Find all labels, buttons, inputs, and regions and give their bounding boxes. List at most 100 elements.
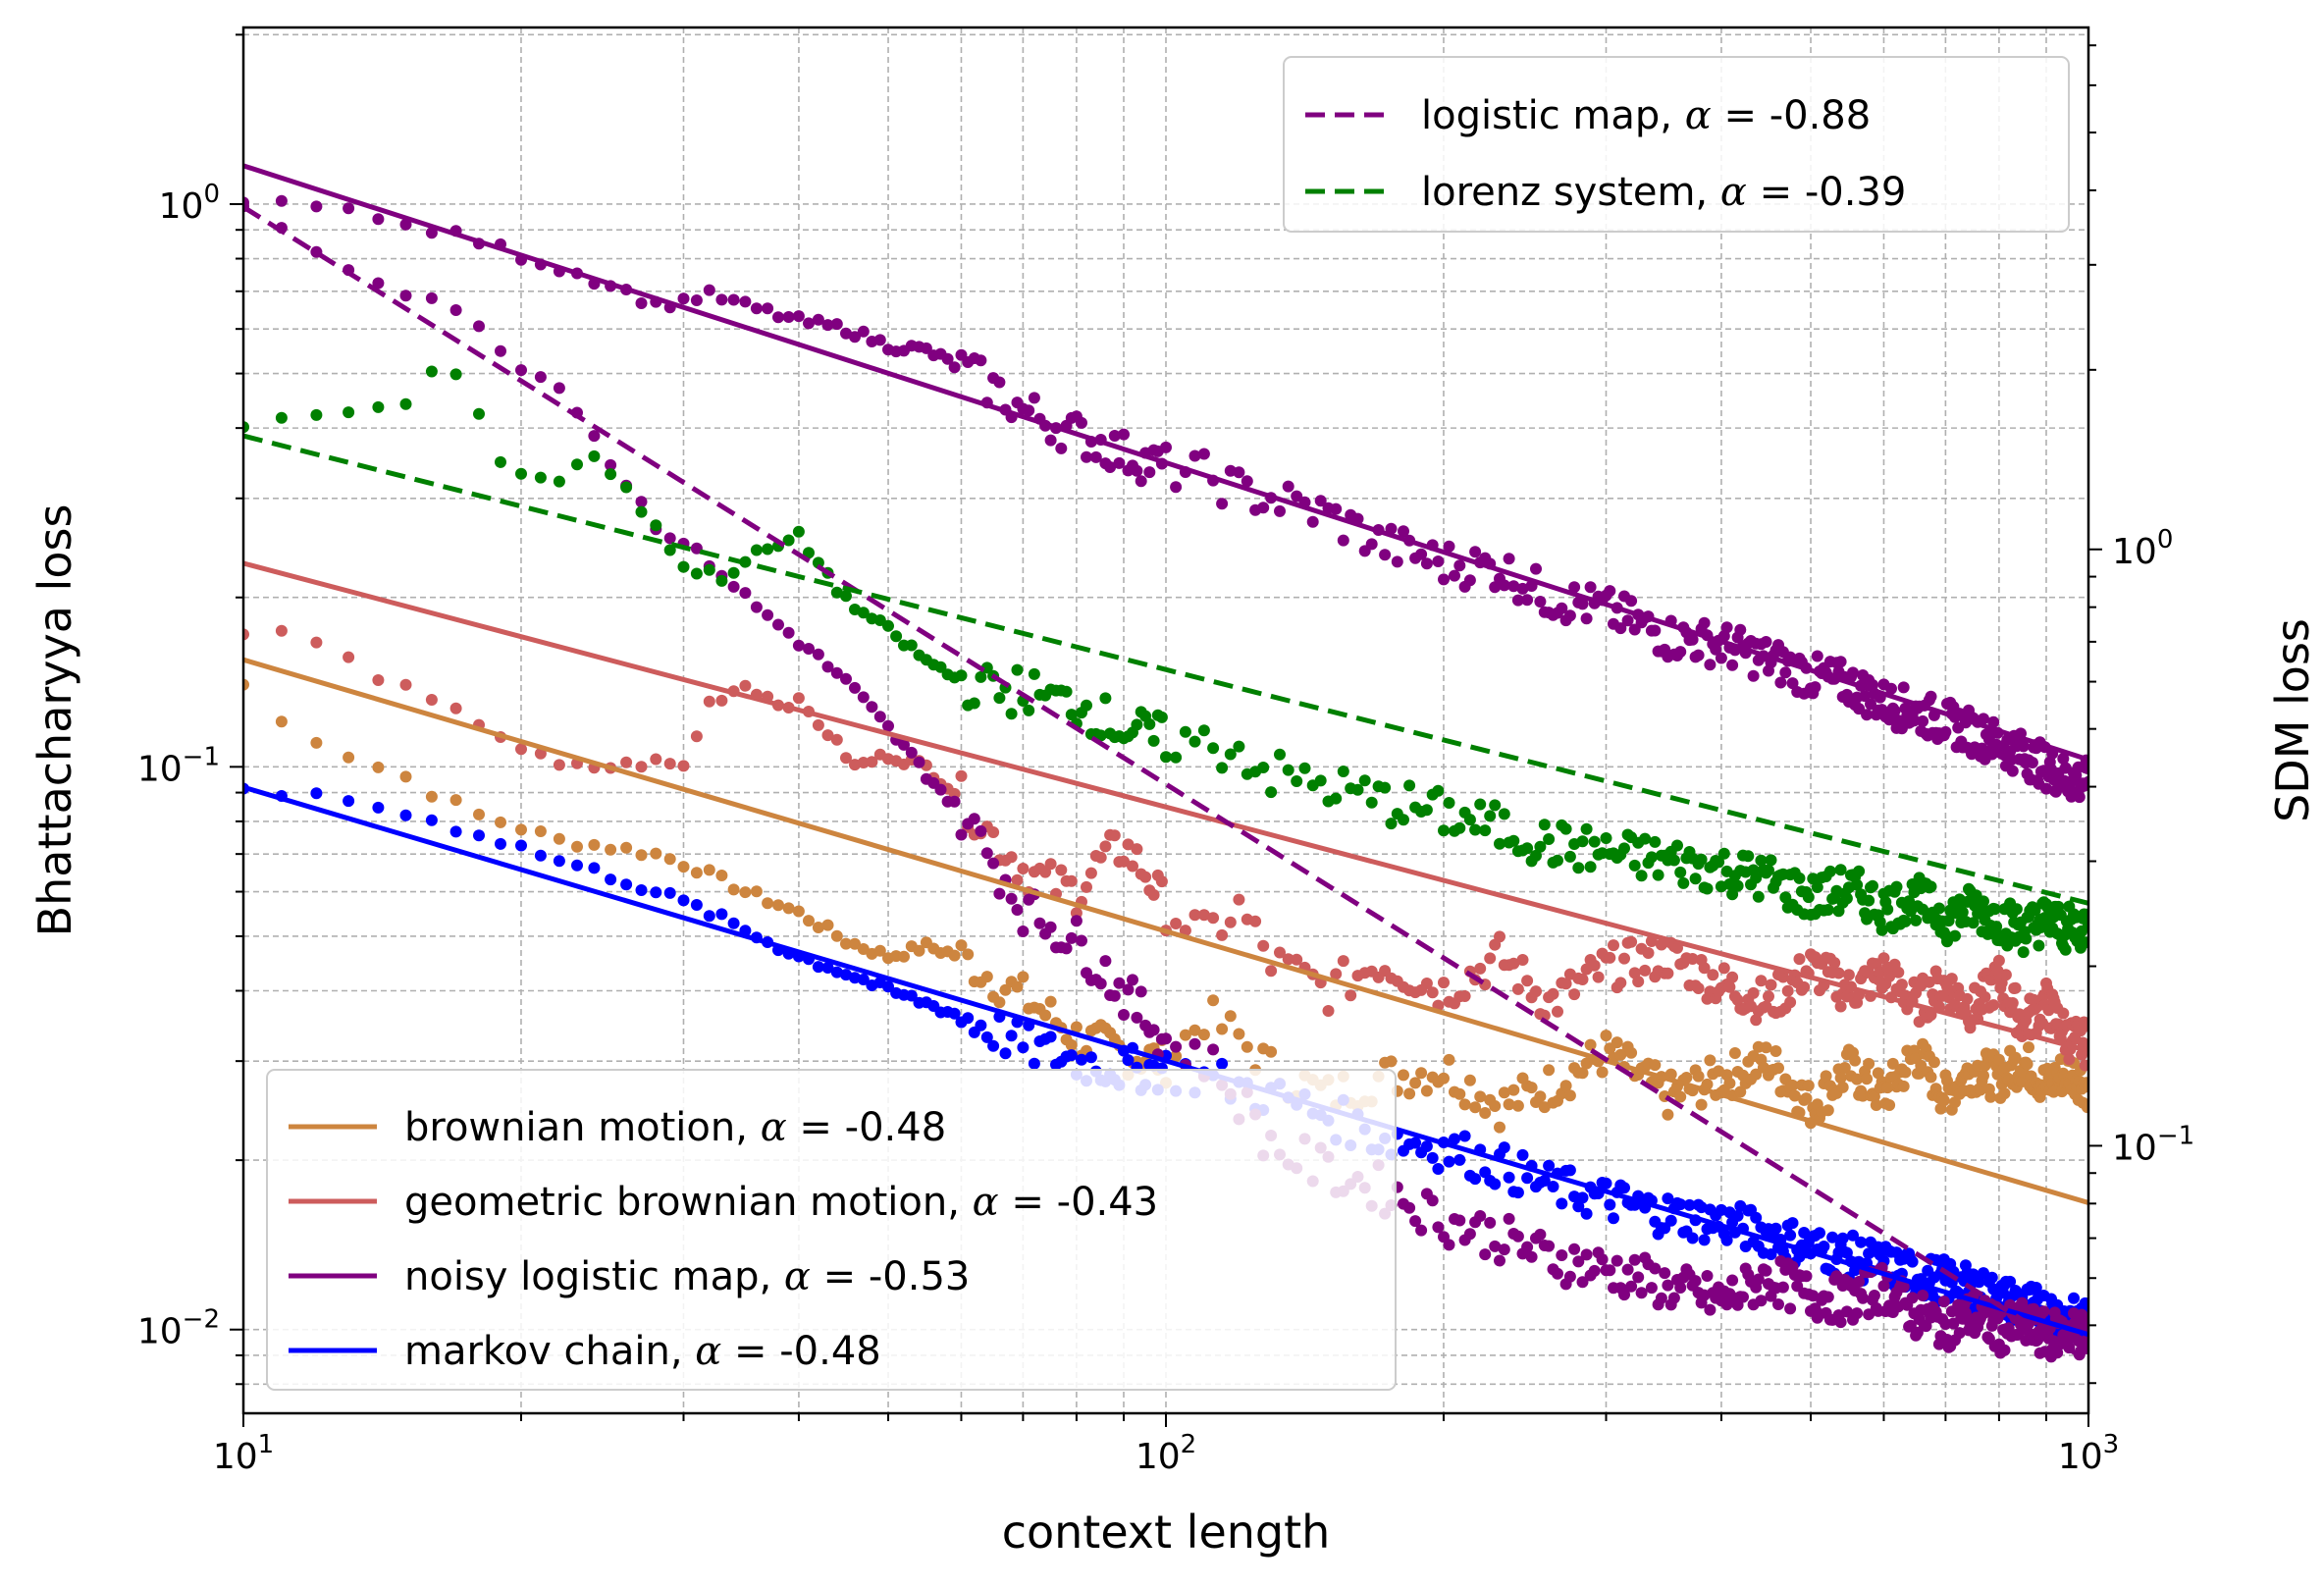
data-point: [2010, 903, 2023, 916]
data-point: [2009, 1051, 2022, 1064]
data-point: [1099, 955, 1112, 968]
data-point: [1750, 1068, 1763, 1081]
data-point: [1330, 503, 1343, 515]
data-point: [830, 318, 843, 331]
data-point: [1717, 847, 1730, 860]
data-point: [1689, 1275, 1702, 1288]
data-point: [703, 695, 715, 708]
data-point: [620, 878, 633, 891]
data-point: [1580, 1248, 1593, 1261]
data-point: [1726, 971, 1739, 983]
data-point: [792, 639, 805, 652]
data-point: [1534, 1228, 1547, 1241]
data-point: [1849, 1054, 1862, 1067]
data-point: [1978, 1070, 1989, 1082]
data-point: [1005, 1030, 1018, 1042]
data-point: [1580, 1207, 1593, 1220]
data-point: [1216, 1023, 1229, 1035]
data-point: [650, 847, 662, 860]
data-point: [1503, 553, 1515, 565]
data-point: [1611, 1254, 1623, 1267]
data-point: [1432, 1221, 1445, 1234]
data-point: [1662, 1192, 1674, 1205]
data-point: [1207, 994, 1220, 1007]
data-point: [1438, 1072, 1450, 1084]
y-tick-label: 10−2: [137, 1305, 220, 1352]
data-point: [1973, 1276, 1985, 1289]
data-point: [1081, 699, 1092, 712]
data-point: [1572, 862, 1585, 874]
data-point: [1170, 1040, 1183, 1053]
data-point: [1474, 1210, 1487, 1222]
data-point: [310, 636, 323, 649]
points-lorenz-system: [243, 365, 2088, 959]
data-point: [1023, 404, 1035, 417]
data-point: [372, 400, 385, 413]
data-point: [1667, 1292, 1680, 1304]
data-point: [243, 678, 249, 691]
data-point: [1723, 980, 1736, 993]
data-point: [898, 950, 910, 963]
data-point: [1883, 714, 1896, 726]
data-point: [1906, 1292, 1919, 1304]
data-point: [1875, 924, 1888, 936]
data-point: [1330, 792, 1343, 805]
data-point: [1802, 1080, 1815, 1092]
data-point: [1118, 855, 1130, 868]
data-point: [1131, 464, 1143, 477]
fit-line-lorenz-system: [243, 433, 2088, 906]
data-point: [1044, 1031, 1057, 1043]
data-point: [399, 290, 412, 302]
data-point: [650, 519, 662, 532]
data-point: [1552, 854, 1563, 867]
data-point: [1834, 656, 1847, 668]
data-point: [1443, 1053, 1455, 1066]
data-point: [962, 948, 975, 961]
data-point: [1489, 1178, 1502, 1190]
data-point: [399, 809, 412, 821]
data-point: [1692, 1070, 1705, 1083]
data-point: [1987, 999, 2000, 1012]
data-point: [975, 354, 987, 367]
data-point: [1216, 498, 1229, 510]
data-point: [534, 849, 547, 862]
data-point: [2057, 1007, 2070, 1020]
data-point: [1755, 854, 1768, 867]
data-point: [1511, 1187, 1524, 1199]
data-point: [1695, 853, 1708, 866]
data-point: [1621, 614, 1634, 627]
data-point: [1530, 985, 1542, 998]
data-point: [898, 738, 910, 751]
data-point: [425, 227, 438, 239]
data-point: [588, 430, 601, 443]
data-point: [993, 376, 1006, 389]
data-point: [1886, 1057, 1899, 1070]
data-point: [1197, 909, 1210, 922]
data-point: [1170, 481, 1183, 494]
data-point: [343, 651, 355, 663]
data-point: [1695, 1098, 1708, 1111]
data-point: [1704, 659, 1717, 671]
data-point: [310, 787, 323, 800]
data-point: [1863, 1057, 1875, 1070]
data-point: [1760, 1041, 1772, 1054]
data-point: [2080, 936, 2088, 949]
data-point: [890, 630, 903, 643]
data-point: [1750, 1014, 1763, 1027]
data-point: [1314, 774, 1327, 787]
data-point: [1449, 569, 1460, 582]
data-point: [2006, 997, 2019, 1009]
data-point: [830, 666, 843, 679]
data-point: [1084, 867, 1097, 879]
data-point: [1793, 872, 1806, 884]
data-point: [1511, 594, 1524, 607]
data-point: [1453, 1087, 1466, 1100]
data-point: [750, 544, 763, 556]
data-point: [772, 618, 784, 631]
data-point: [1811, 650, 1823, 662]
data-point: [1179, 1029, 1191, 1041]
data-point: [948, 949, 961, 962]
data-point: [1094, 978, 1107, 990]
data-point: [782, 311, 795, 323]
data-point: [1398, 1069, 1409, 1082]
